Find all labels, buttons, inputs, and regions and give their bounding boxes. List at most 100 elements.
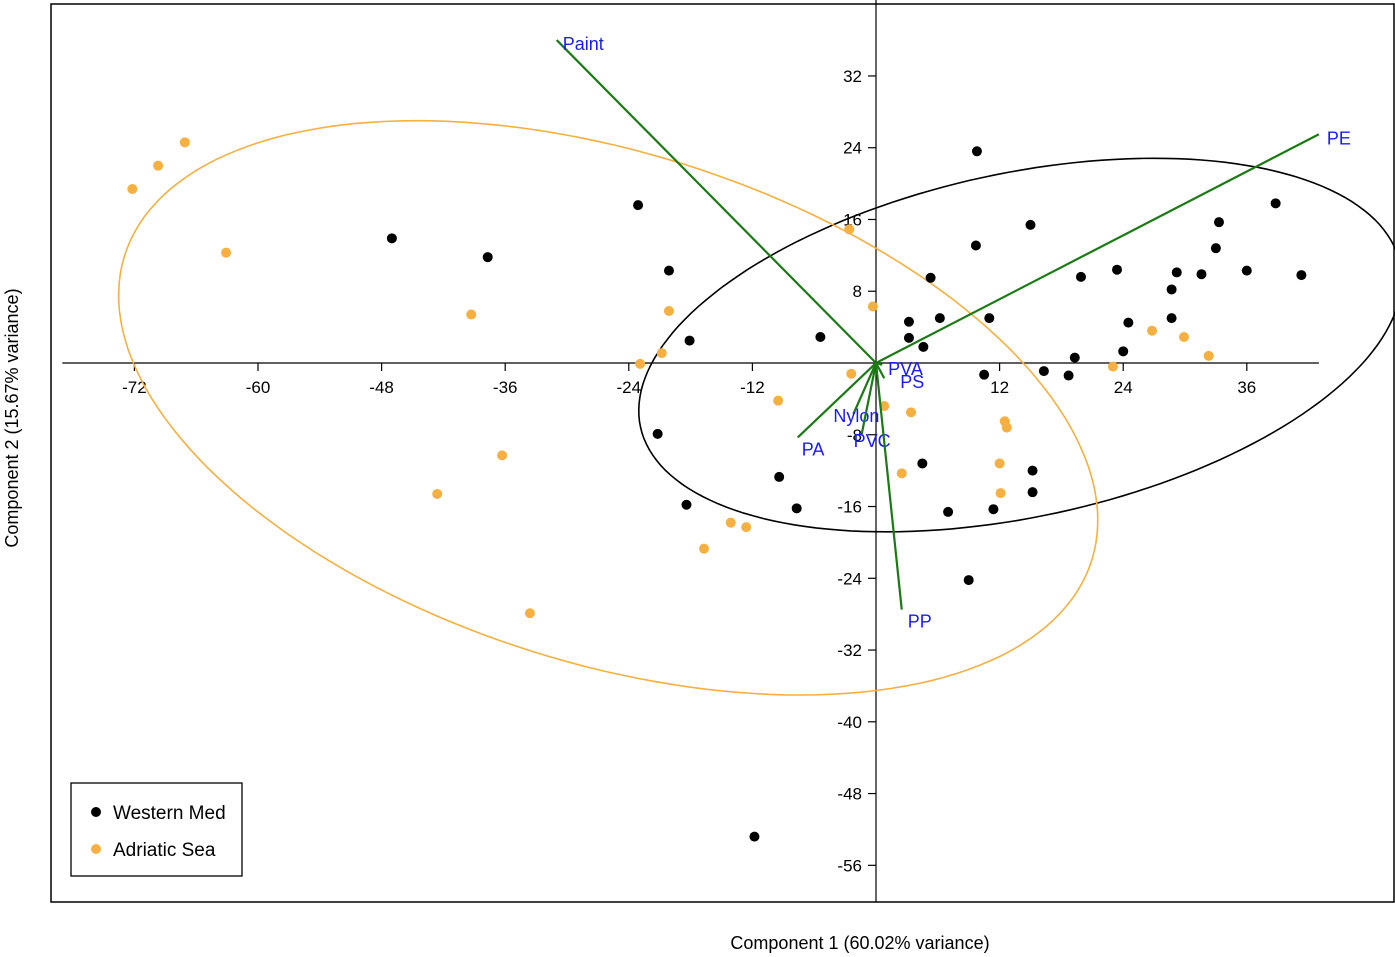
x-tick-label: -60: [246, 378, 271, 397]
point-adriatic-sea: [221, 247, 232, 258]
legend: Western Med Adriatic Sea: [70, 782, 243, 877]
point-western-med: [1027, 487, 1038, 498]
x-tick-label: -36: [493, 378, 518, 397]
point-western-med: [918, 341, 929, 352]
x-tick-label: 36: [1237, 378, 1256, 397]
loading-label-pva: PVA: [888, 359, 923, 379]
point-adriatic-sea: [635, 358, 646, 369]
point-western-med: [386, 233, 397, 244]
x-tick-label: -24: [617, 378, 642, 397]
point-adriatic-sea: [773, 395, 784, 406]
point-adriatic-sea: [741, 522, 752, 533]
point-adriatic-sea: [867, 301, 878, 312]
y-tick-label: -24: [837, 569, 862, 588]
point-western-med: [1025, 219, 1036, 230]
point-western-med: [1063, 370, 1074, 381]
x-tick-label: 24: [1114, 378, 1133, 397]
point-adriatic-sea: [1203, 350, 1214, 361]
y-tick-label: 32: [843, 67, 862, 86]
point-western-med: [1118, 346, 1129, 357]
x-tick-label: -72: [122, 378, 147, 397]
point-western-med: [1166, 284, 1177, 295]
group-ellipses: [117, 119, 1395, 696]
y-tick-label: 8: [853, 282, 862, 301]
legend-label-western-med: Western Med: [113, 803, 226, 824]
point-western-med: [633, 200, 644, 211]
point-western-med: [1270, 198, 1281, 209]
point-western-med: [684, 335, 695, 346]
legend-marker-adriatic-sea: [91, 844, 101, 854]
point-adriatic-sea: [896, 468, 907, 479]
point-adriatic-sea: [1147, 325, 1158, 336]
point-western-med: [1075, 271, 1086, 282]
y-tick-label: -56: [837, 856, 862, 875]
point-western-med: [903, 332, 914, 343]
point-western-med: [1196, 269, 1207, 280]
point-adriatic-sea: [698, 543, 709, 554]
y-tick-label: -16: [837, 498, 862, 517]
point-adriatic-sea: [994, 458, 1005, 469]
point-western-med: [988, 504, 999, 515]
loading-label-pvc: PVC: [854, 431, 891, 451]
point-western-med: [1112, 264, 1123, 275]
legend-label-adriatic-sea: Adriatic Sea: [113, 840, 216, 861]
point-western-med: [774, 471, 785, 482]
legend-marker-western-med: [91, 807, 101, 817]
point-western-med: [1210, 243, 1221, 254]
x-axis-ticks: -72 -60 -48 -36 -24 -12 12 24 36: [122, 363, 1256, 397]
loading-label-pe: PE: [1327, 128, 1351, 148]
point-western-med: [925, 272, 936, 283]
y-tick-label: -32: [837, 641, 862, 660]
point-western-med: [934, 313, 945, 324]
point-western-med: [971, 146, 982, 157]
point-western-med: [1123, 317, 1134, 328]
plot-frame: [50, 3, 1395, 903]
point-western-med: [963, 575, 974, 586]
point-western-med: [652, 428, 663, 439]
loading-vector-pe: [875, 133, 1320, 364]
point-adriatic-sea: [844, 224, 855, 235]
point-adriatic-sea: [524, 608, 535, 619]
point-adriatic-sea: [466, 309, 477, 320]
point-western-med: [1069, 352, 1080, 363]
point-western-med: [970, 240, 981, 251]
data-points: [127, 137, 1307, 842]
loading-label-paint: Paint: [563, 34, 604, 54]
point-adriatic-sea: [432, 488, 443, 499]
x-tick-label: 12: [990, 378, 1009, 397]
point-western-med: [749, 831, 760, 842]
loading-vector-pvc: [860, 362, 878, 435]
point-western-med: [984, 313, 995, 324]
point-western-med: [1296, 270, 1307, 281]
legend-box: [70, 782, 243, 877]
loading-vector-paint: [555, 39, 877, 364]
point-western-med: [681, 499, 692, 510]
point-adriatic-sea: [497, 450, 508, 461]
point-western-med: [815, 331, 826, 342]
point-adriatic-sea: [846, 368, 857, 379]
y-tick-label: -40: [837, 713, 862, 732]
loading-vector-nylon: [852, 362, 878, 415]
point-adriatic-sea: [153, 160, 164, 171]
loading-vector-ps: [875, 362, 886, 379]
point-western-med: [917, 458, 928, 469]
y-tick-label: -48: [837, 785, 862, 804]
point-adriatic-sea: [1178, 331, 1189, 342]
point-western-med: [1038, 366, 1049, 377]
point-western-med: [663, 265, 674, 276]
y-tick-label: -8: [847, 426, 862, 445]
point-adriatic-sea: [995, 488, 1006, 499]
point-adriatic-sea: [179, 137, 190, 148]
point-western-med: [1027, 465, 1038, 476]
point-western-med: [482, 252, 493, 263]
point-western-med: [1213, 217, 1224, 228]
point-adriatic-sea: [1107, 361, 1118, 372]
y-tick-label: 24: [843, 139, 862, 158]
loading-label-pp: PP: [908, 612, 932, 632]
x-tick-label: -48: [369, 378, 394, 397]
point-western-med: [1171, 267, 1182, 278]
point-adriatic-sea: [663, 305, 674, 316]
